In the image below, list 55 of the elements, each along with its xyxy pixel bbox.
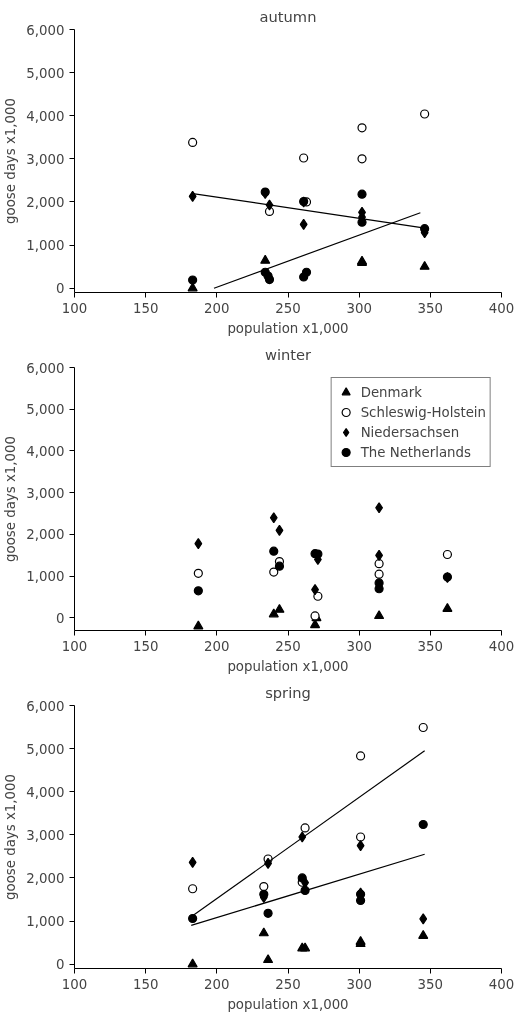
x-axis-title: population x1,000: [227, 996, 349, 1012]
x-tick-label: 150: [132, 300, 159, 316]
x-axis-title: population x1,000: [227, 320, 349, 336]
y-axis-title: goose days x1,000: [3, 774, 19, 900]
legend-label: Denmark: [360, 384, 422, 400]
x-tick-label: 350: [417, 976, 444, 992]
x-tick-label: 150: [132, 976, 159, 992]
y-tick-label: 0: [56, 957, 65, 973]
y-axis-title: goose days x1,000: [3, 436, 19, 562]
y-axis-title: goose days x1,000: [3, 98, 19, 224]
x-tick-label: 300: [346, 300, 372, 316]
y-tick-label: 3,000: [26, 485, 65, 501]
x-tick-label: 250: [275, 638, 301, 654]
legend-label: Niedersachsen: [360, 424, 460, 440]
x-tick-label: 100: [61, 976, 88, 992]
x-tick-label: 400: [488, 300, 515, 316]
y-tick-label: 5,000: [26, 65, 65, 81]
y-tick-label: 3,000: [26, 151, 65, 167]
y-tick-label: 4,000: [26, 443, 65, 459]
chart-title: winter: [264, 345, 313, 363]
y-tick-label: 5,000: [26, 741, 65, 757]
chart-title: spring: [265, 683, 311, 701]
y-tick-label: 1,000: [26, 914, 65, 930]
x-tick-label: 250: [275, 300, 301, 316]
x-tick-label: 100: [61, 638, 88, 654]
y-tick-label: 3,000: [26, 827, 65, 843]
x-tick-label: 200: [204, 976, 230, 992]
x-tick-label: 100: [61, 300, 88, 316]
legend-label: Schleswig-Holstein: [360, 404, 486, 420]
y-tick-label: 5,000: [26, 402, 65, 418]
y-tick-label: 6,000: [26, 22, 65, 38]
y-tick-label: 1,000: [26, 238, 65, 254]
y-tick-label: 2,000: [26, 870, 65, 886]
x-tick-label: 150: [132, 638, 159, 654]
x-tick-label: 400: [488, 638, 515, 654]
x-tick-label: 350: [417, 638, 444, 654]
y-tick-label: 2,000: [26, 527, 65, 543]
y-tick-label: 6,000: [26, 360, 65, 376]
x-tick-label: 350: [417, 300, 444, 316]
x-tick-label: 250: [275, 976, 301, 992]
y-tick-label: 2,000: [26, 194, 65, 210]
y-tick-label: 0: [56, 281, 65, 297]
x-tick-label: 200: [204, 638, 230, 654]
y-tick-label: 4,000: [26, 108, 65, 124]
y-tick-label: 0: [56, 610, 65, 626]
legend-label: The Netherlands: [360, 444, 471, 460]
x-axis-title: population x1,000: [227, 658, 349, 674]
y-tick-label: 1,000: [26, 569, 65, 585]
y-tick-label: 6,000: [26, 698, 65, 714]
y-tick-label: 4,000: [26, 784, 65, 800]
x-tick-label: 300: [346, 638, 372, 654]
x-tick-label: 400: [488, 976, 515, 992]
x-tick-label: 300: [346, 976, 372, 992]
x-tick-label: 200: [204, 300, 230, 316]
chart-title: autumn: [259, 7, 317, 25]
